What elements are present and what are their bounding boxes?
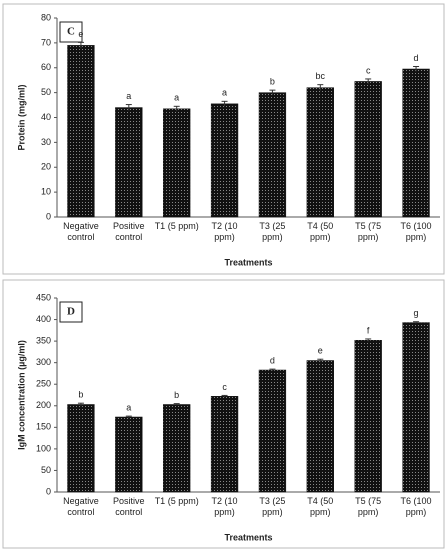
significance-letter: e: [318, 346, 323, 356]
y-tick-label: 40: [41, 112, 51, 122]
bar: [402, 322, 430, 493]
y-tick-label: 50: [41, 465, 51, 475]
bar: [210, 396, 239, 493]
y-tick-label: 0: [46, 486, 51, 496]
x-tick-label: T2 (10 ppm): [211, 221, 238, 242]
y-tick-label: 350: [36, 335, 51, 345]
x-tick-label: T4 (50 ppm): [307, 221, 334, 242]
significance-letter: g: [414, 308, 419, 318]
y-tick-label: 50: [41, 87, 51, 97]
y-tick-label: 150: [36, 422, 51, 432]
x-tick-label: Positive control: [113, 221, 145, 242]
y-tick-label: 30: [41, 137, 51, 147]
bar: [67, 45, 95, 218]
panel-label: C: [67, 26, 75, 38]
y-tick-label: 60: [41, 62, 51, 72]
bar: [402, 68, 430, 218]
significance-letter: b: [270, 77, 275, 87]
y-tick-label: 300: [36, 357, 51, 367]
significance-letter: b: [174, 390, 179, 400]
significance-letter: a: [174, 93, 179, 103]
significance-letter: a: [222, 88, 227, 98]
bar: [115, 107, 143, 218]
x-tick-label: T2 (10 ppm): [211, 496, 238, 517]
y-axis-label: IgM concentration (µg/ml): [16, 340, 26, 450]
x-tick-label: T5 (75 ppm): [355, 221, 382, 242]
bar: [258, 92, 287, 218]
x-tick-label: T4 (50 ppm): [307, 496, 334, 517]
x-tick-label: T3 (25 ppm): [259, 221, 286, 242]
significance-letter: a: [126, 402, 131, 412]
bar: [163, 404, 191, 493]
y-tick-label: 400: [36, 314, 51, 324]
significance-letter: f: [367, 325, 370, 335]
bar: [258, 369, 287, 493]
panel-frame: [2, 279, 445, 549]
bar: [306, 87, 334, 218]
bar: [306, 360, 334, 493]
x-axis-label: Treatments: [224, 532, 272, 542]
bar: [67, 404, 95, 493]
significance-letter: bc: [316, 71, 326, 81]
y-axis-label: Protein (mg/ml): [16, 84, 26, 150]
y-tick-label: 0: [46, 211, 51, 221]
x-tick-label: T6 (100 ppm): [400, 221, 432, 242]
significance-letter: b: [78, 390, 83, 400]
x-tick-label: Positive control: [113, 496, 145, 517]
x-tick-label: Negative control: [63, 496, 99, 517]
bar: [210, 103, 239, 218]
significance-letter: e: [78, 29, 83, 39]
y-tick-label: 10: [41, 187, 51, 197]
panel-label-box: [59, 301, 83, 323]
y-tick-label: 20: [41, 162, 51, 172]
bar: [354, 81, 382, 218]
x-axis-label: Treatments: [224, 257, 272, 267]
panel-label: D: [67, 306, 75, 318]
bar: [115, 416, 143, 493]
bar: [354, 339, 382, 493]
x-tick-label: T1 (5 ppm): [154, 496, 199, 506]
y-tick-label: 450: [36, 292, 51, 302]
x-tick-label: Negative control: [63, 221, 99, 242]
significance-letter: d: [414, 53, 419, 63]
significance-letter: a: [126, 91, 131, 101]
x-tick-label: T1 (5 ppm): [154, 221, 199, 231]
significance-letter: c: [222, 382, 227, 392]
panel-label-box: [59, 21, 83, 43]
panel-frame: [2, 3, 445, 275]
y-tick-label: 70: [41, 37, 51, 47]
y-tick-label: 200: [36, 400, 51, 410]
x-tick-label: T6 (100 ppm): [400, 496, 432, 517]
y-tick-label: 100: [36, 443, 51, 453]
y-tick-label: 80: [41, 12, 51, 22]
x-tick-label: T3 (25 ppm): [259, 496, 286, 517]
x-tick-label: T5 (75 ppm): [355, 496, 382, 517]
bar: [163, 108, 191, 218]
significance-letter: c: [366, 65, 371, 75]
significance-letter: d: [270, 356, 275, 366]
y-tick-label: 250: [36, 379, 51, 389]
